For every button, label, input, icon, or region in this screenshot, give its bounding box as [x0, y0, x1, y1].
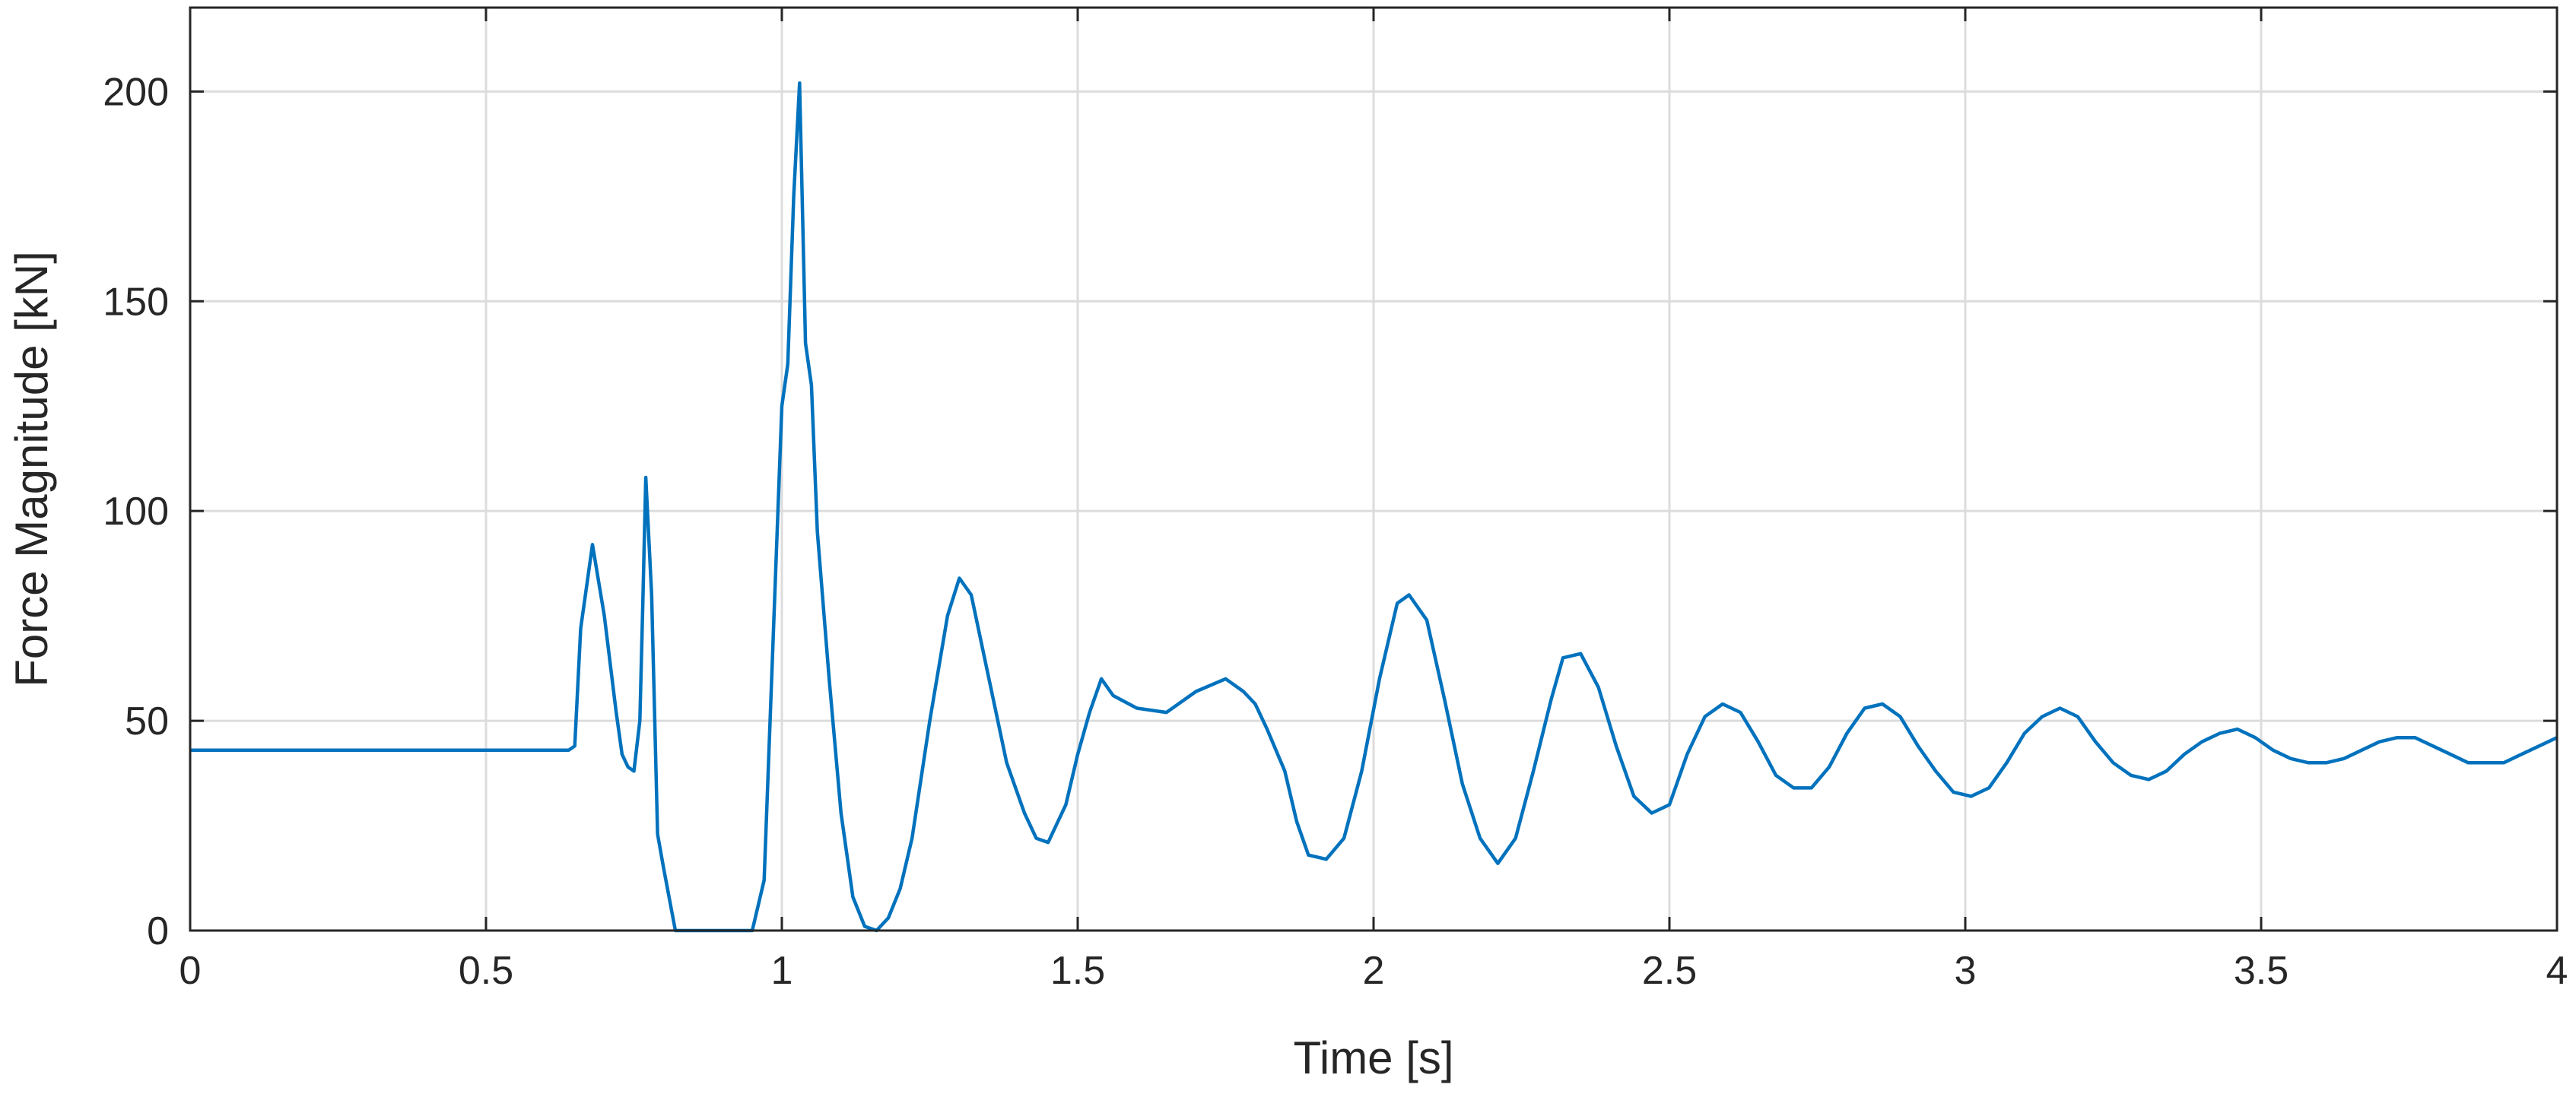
- y-tick-label: 50: [125, 699, 169, 744]
- y-tick-label: 100: [103, 490, 169, 534]
- x-tick-label: 0.5: [459, 949, 513, 993]
- x-tick-label: 3: [1955, 949, 1977, 993]
- y-tick-label: 0: [147, 909, 169, 953]
- x-tick-label: 4: [2546, 949, 2568, 993]
- tick-labels: 0 0.5 1 1.5 2 2.5 3 3.5 4 0 50 100 150 200: [103, 70, 2568, 993]
- ticks: [189, 8, 2559, 932]
- x-tick-label: 1.5: [1050, 949, 1105, 993]
- x-tick-label: 2.5: [1642, 949, 1697, 993]
- x-tick-label: 0: [179, 949, 202, 993]
- x-tick-label: 2: [1363, 949, 1385, 993]
- y-tick-label: 150: [103, 280, 169, 324]
- grid: [189, 8, 2559, 932]
- x-tick-label: 3.5: [2234, 949, 2289, 993]
- x-axis-title: Time [s]: [1293, 1032, 1453, 1083]
- y-tick-label: 200: [103, 70, 169, 114]
- y-axis-title: Force Magnitude [kN]: [6, 251, 57, 687]
- x-tick-label: 1: [771, 949, 793, 993]
